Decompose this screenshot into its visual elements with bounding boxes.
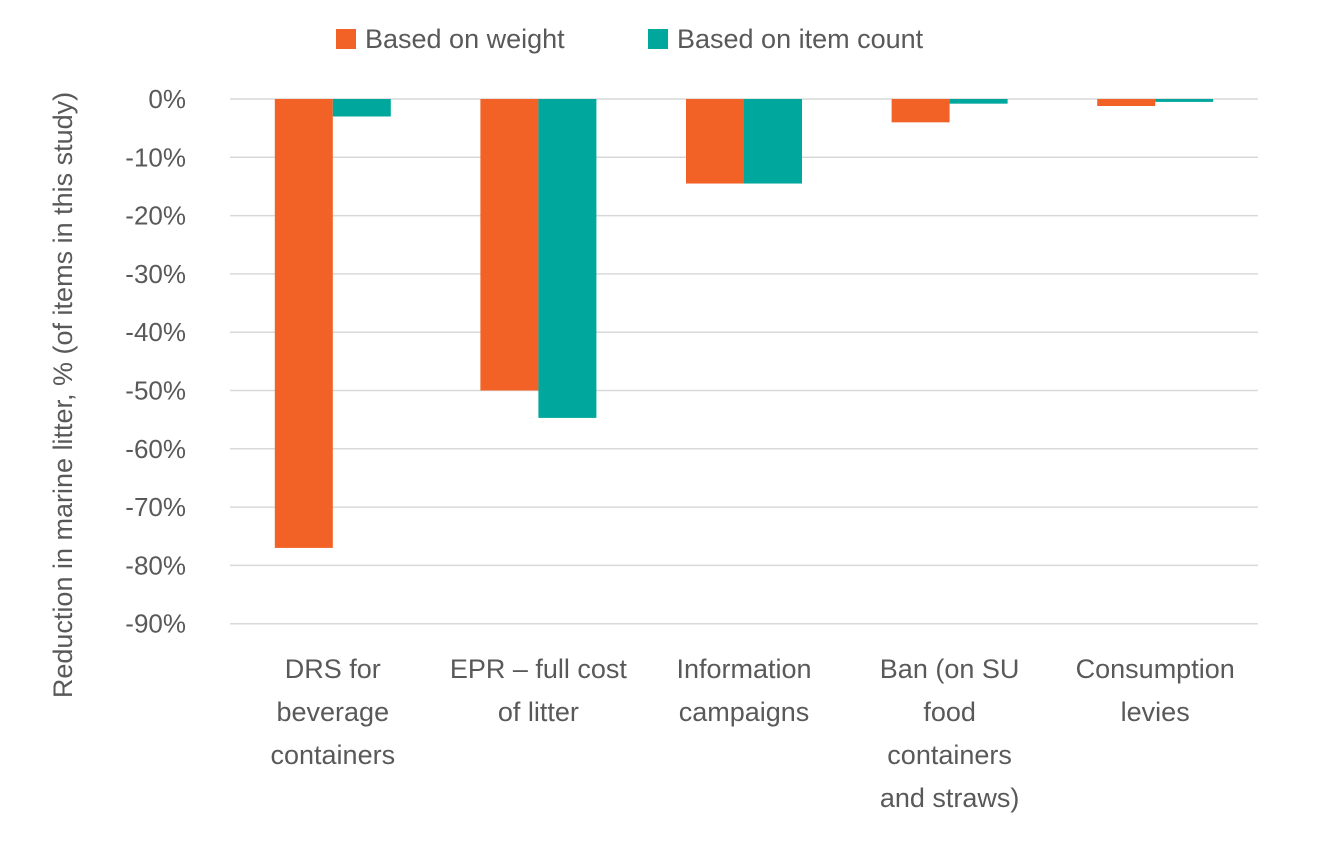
bars: [274, 99, 1214, 548]
legend-label-0: Based on weight: [365, 24, 565, 54]
bar-weight-2: [686, 99, 744, 184]
x-category-label: Information campaigns: [676, 654, 811, 727]
y-axis-tick-labels: 0% -10% -20% -30% -40% -50% -60% -70% -80% -90%: [125, 84, 186, 639]
bar-weight-4: [1097, 99, 1156, 106]
x-category-label: DRS for beverage containers: [271, 654, 396, 770]
y-tick-label: -60%: [125, 434, 186, 464]
bar-item-count-1: [538, 99, 597, 418]
bar-item-count-3: [949, 99, 1008, 104]
bar-weight-1: [480, 99, 539, 391]
y-tick-label: -30%: [125, 259, 186, 289]
y-tick-label: -90%: [125, 609, 186, 639]
y-tick-label: -20%: [125, 201, 186, 231]
x-category-label: Consumption levies: [1076, 654, 1235, 727]
legend: Based on weight Based on item count: [336, 24, 924, 54]
y-tick-label: 0%: [148, 84, 186, 114]
x-category-label: Ban (on SU food containers and straws): [880, 654, 1020, 813]
x-category-label: EPR – full cost of litter: [450, 654, 628, 727]
bar-weight-0: [274, 99, 333, 548]
gridlines: [230, 98, 1258, 625]
legend-label-1: Based on item count: [677, 24, 924, 54]
x-axis-category-labels: DRS for beverage containers EPR – full cost…: [271, 654, 1235, 813]
y-axis-title: Reduction in marine litter, % (of items …: [48, 92, 78, 698]
y-tick-label: -80%: [125, 550, 186, 580]
y-tick-label: -10%: [125, 142, 186, 172]
y-tick-label: -40%: [125, 317, 186, 347]
bar-item-count-0: [332, 99, 391, 117]
bar-weight-3: [891, 99, 950, 123]
y-tick-label: -70%: [125, 492, 186, 522]
bar-item-count-2: [744, 99, 802, 184]
legend-swatch-1: [648, 29, 668, 49]
y-tick-label: -50%: [125, 376, 186, 406]
bar-item-count-4: [1155, 99, 1214, 102]
legend-swatch-0: [336, 29, 356, 49]
